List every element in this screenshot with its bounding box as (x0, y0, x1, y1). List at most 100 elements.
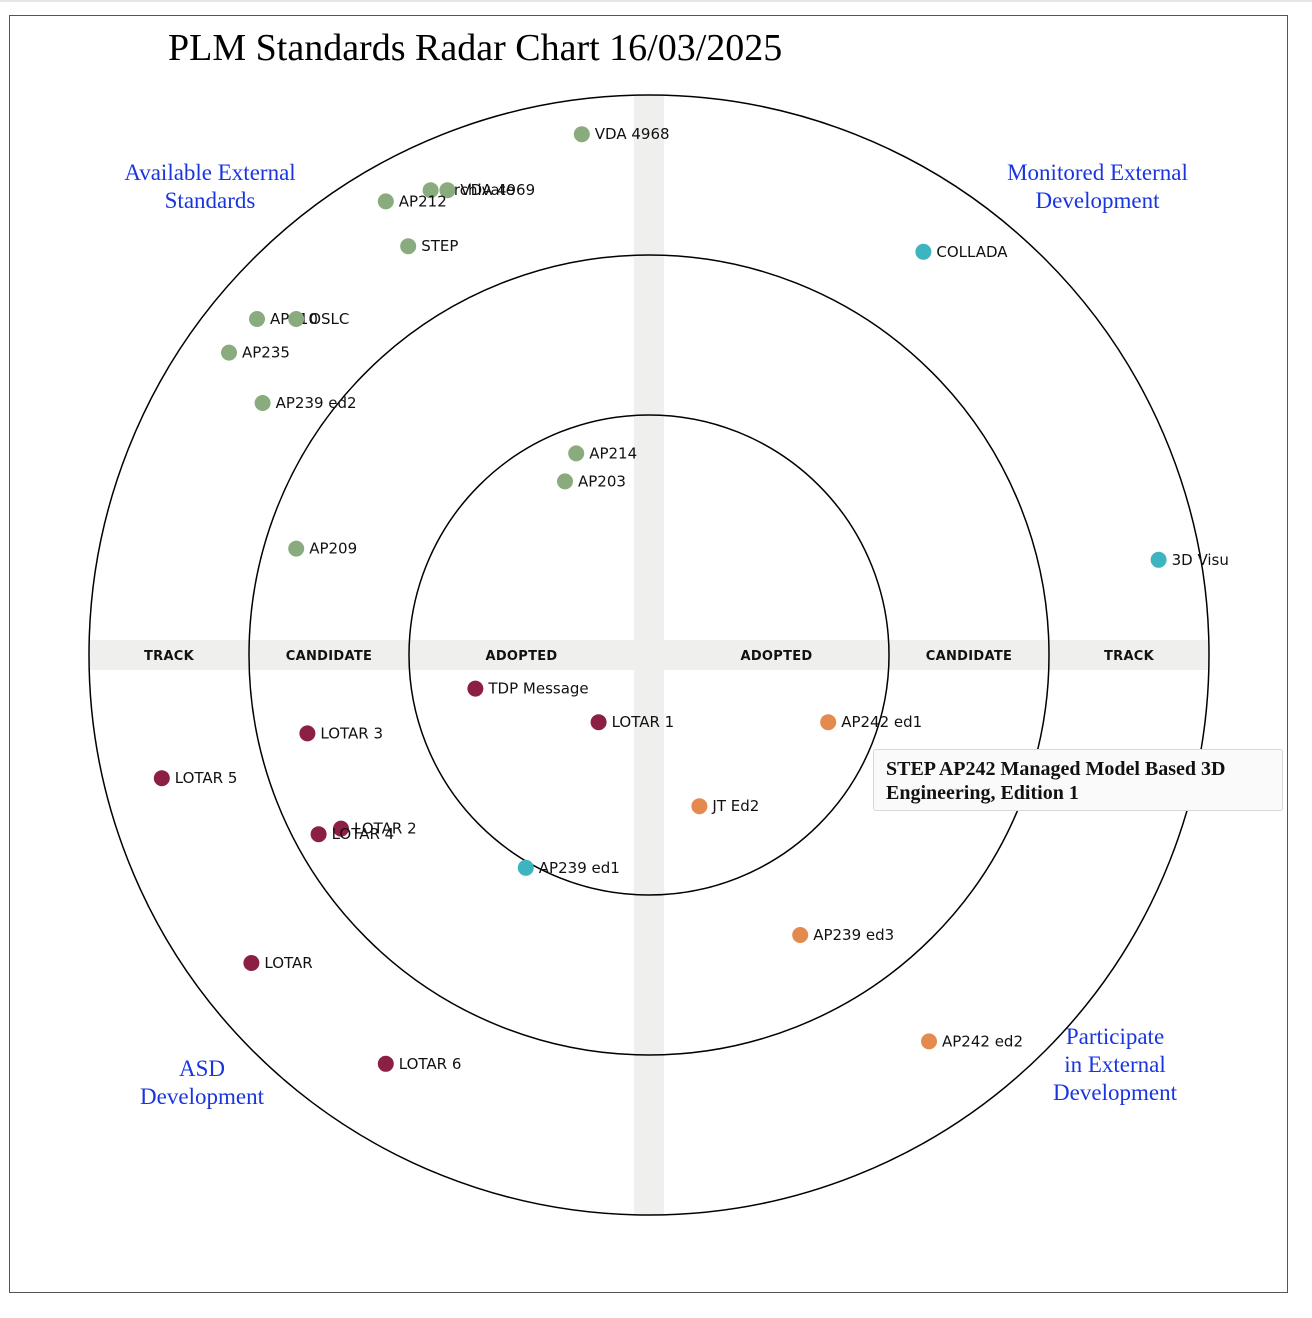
chart-title: PLM Standards Radar Chart 16/03/2025 (168, 27, 783, 69)
blip-label: AP214 (589, 444, 637, 462)
blip-label: AP242 ed1 (841, 713, 922, 731)
blip: LOTAR 6 (377, 1055, 462, 1073)
blip: TDP Message (467, 680, 589, 698)
blip-dot (377, 193, 394, 210)
axis-bands (89, 95, 1209, 1215)
ring-label-left-candidate: CANDIDATE (286, 649, 372, 664)
blip-label: LOTAR 5 (175, 769, 238, 787)
ring-label-left-track: TRACK (144, 649, 195, 664)
blip-tooltip: STEP AP242 Managed Model Based 3D Engine… (873, 749, 1283, 811)
blip-dot (921, 1033, 937, 1050)
blip: LOTAR 1 (590, 713, 675, 731)
blip-dot (590, 714, 607, 731)
blip-dot (439, 182, 456, 199)
blip-dot (299, 725, 316, 742)
blip-dot (243, 955, 260, 971)
blip: VDA 4969 (439, 181, 535, 199)
blip: Archivate (422, 181, 515, 199)
blip-label: JT Ed2 (711, 797, 759, 815)
blip: JT Ed2 (691, 797, 759, 815)
blip-label: AP239 ed2 (276, 394, 357, 412)
quadrant-label-asd: ASD Development (140, 1056, 264, 1109)
blip-label: AP209 (309, 540, 357, 558)
blip: OSLC (288, 310, 349, 328)
blip: VDA 4968 (573, 125, 670, 143)
blip-dot (153, 770, 170, 787)
blip-dot (573, 126, 590, 143)
blip: AP214 (568, 444, 637, 462)
blip: STEP (400, 237, 458, 255)
blip-dot (422, 182, 439, 199)
blip-label: AP239 ed1 (539, 859, 620, 877)
blip-dot (691, 798, 708, 815)
blip-dot (377, 1055, 394, 1072)
blip-label: LOTAR 3 (320, 724, 383, 742)
quadrant-label-available: Available External Standards (124, 160, 296, 213)
blip-label: AP212 (399, 192, 447, 210)
blip: LOTAR 4 (310, 825, 395, 843)
blip-label: LOTAR 2 (354, 820, 417, 838)
blip: AP212 (377, 192, 447, 210)
blip-label: OSLC (309, 310, 349, 328)
blip-label: AP203 (578, 472, 626, 490)
blip-label: AP242 ed2 (942, 1032, 1023, 1050)
chart-frame (9, 15, 1288, 1293)
blip-dot (249, 311, 265, 327)
blip-dot (915, 243, 932, 260)
blip: LOTAR 2 (333, 820, 417, 838)
blip-label: 3D Visu (1172, 551, 1229, 569)
blip-label: VDA 4969 (460, 181, 535, 199)
quadrant-label-monitored: Monitored External Development (1007, 160, 1188, 213)
blip-dot (517, 859, 534, 876)
ring-label-right-candidate: CANDIDATE (926, 649, 1012, 664)
blip-dot (254, 395, 271, 411)
vertical-band (634, 95, 664, 1215)
blip-dot (288, 311, 305, 327)
blip-label: Archivate (444, 181, 515, 199)
blip-label: COLLADA (936, 243, 1008, 261)
blip-label: LOTAR (264, 954, 312, 972)
blip-dot (820, 714, 837, 731)
blip: AP210 (249, 310, 318, 328)
blip: AP242 ed1 (820, 713, 922, 731)
quadrant-label-participate: Participate in External Development (1053, 1024, 1177, 1105)
blip-dot (792, 927, 809, 943)
blip-label: LOTAR 1 (612, 713, 675, 731)
blip-dot (288, 540, 305, 557)
radar-rings (88, 94, 1210, 1216)
ring-label-right-track: TRACK (1104, 649, 1155, 664)
blip-label: AP235 (242, 344, 290, 362)
ring-2 (248, 254, 1050, 1056)
ring-3 (88, 94, 1210, 1216)
blip-label: LOTAR 6 (399, 1055, 462, 1073)
blip-label: TDP Message (487, 680, 588, 698)
blip-dot (467, 680, 484, 697)
top-divider (0, 0, 1312, 2)
blip: AP203 (557, 472, 626, 490)
blip-dot (1150, 551, 1167, 568)
ring-1 (408, 414, 890, 896)
blip: COLLADA (915, 243, 1008, 261)
blip: LOTAR (243, 954, 313, 972)
ring-labels: ADOPTED CANDIDATE TRACK TRACK CANDIDATE ADOPT… (144, 649, 1155, 664)
blip-dot (310, 826, 327, 843)
ring-label-right-adopted: ADOPTED (740, 649, 812, 664)
blip: LOTAR 5 (153, 769, 238, 787)
blip: AP235 (221, 344, 290, 362)
blip-dot (400, 238, 417, 255)
blip: AP239 ed3 (792, 926, 894, 944)
blip-dot (568, 445, 585, 462)
blip-dot (557, 473, 573, 490)
blip: AP239 ed1 (517, 859, 620, 877)
blip: LOTAR 3 (299, 724, 383, 742)
blip-label: VDA 4968 (595, 125, 670, 143)
blip-dot (221, 344, 237, 361)
blip-label: LOTAR 4 (332, 825, 395, 843)
ring-label-left-adopted: ADOPTED (485, 649, 557, 664)
blip-dot (333, 820, 349, 837)
blip-label: AP239 ed3 (813, 926, 894, 944)
blip-label: STEP (421, 237, 458, 255)
blip: AP209 (288, 540, 357, 558)
blip: AP239 ed2 (254, 394, 357, 412)
